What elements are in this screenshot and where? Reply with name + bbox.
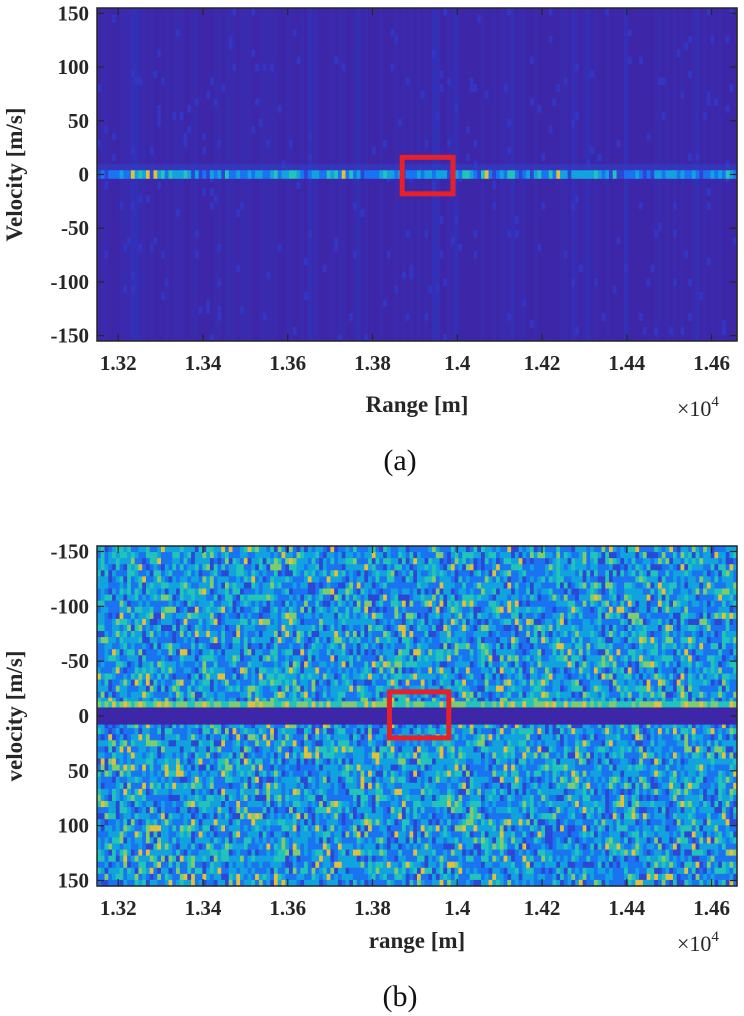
x-tick-label: 1.46 bbox=[693, 896, 730, 920]
y-tick-label: -100 bbox=[51, 594, 90, 618]
x-tick-label: 1.34 bbox=[185, 896, 222, 920]
y-tick-label: -50 bbox=[61, 649, 89, 673]
panel-caption: (b) bbox=[383, 980, 418, 1013]
x-axis-label: range [m] bbox=[369, 928, 465, 953]
y-tick-label: 0 bbox=[79, 704, 90, 728]
y-axis-label: Velocity [m/s] bbox=[2, 108, 27, 242]
x-tick-label: 1.38 bbox=[354, 896, 391, 920]
x-axis-label: Range [m] bbox=[366, 392, 469, 417]
x-tick-label: 1.46 bbox=[693, 351, 730, 375]
y-tick-label: 100 bbox=[58, 55, 90, 79]
x-tick-label: 1.4 bbox=[444, 351, 471, 375]
y-tick-label: 50 bbox=[68, 109, 89, 133]
y-tick-label: 150 bbox=[58, 1, 90, 25]
x-tick-label: 1.42 bbox=[524, 896, 561, 920]
y-axis-label: velocity [m/s] bbox=[2, 651, 27, 782]
panel-a: 1.32 1.34 1.36 1.38 1.4 1.42 1.44 1.46 150 100 50 0… bbox=[2, 1, 738, 477]
y-tick-label: 100 bbox=[58, 814, 90, 838]
panel-caption: (a) bbox=[383, 444, 416, 477]
y-tick-label: -50 bbox=[61, 216, 89, 240]
target-highlight-box bbox=[386, 689, 452, 741]
x-tick-label: 1.34 bbox=[185, 351, 222, 375]
x-tick-label: 1.36 bbox=[269, 351, 306, 375]
y-tick-label: 0 bbox=[79, 163, 90, 187]
y-tick-label: -150 bbox=[51, 539, 90, 563]
x-tick-label: 1.44 bbox=[608, 896, 645, 920]
x-tick-label: 1.4 bbox=[444, 896, 471, 920]
y-tick-label: -100 bbox=[51, 270, 90, 294]
zero-velocity-band bbox=[97, 701, 738, 725]
x-tick-label: 1.36 bbox=[269, 896, 306, 920]
y-tick-label: -150 bbox=[51, 324, 90, 348]
y-tick-label: 50 bbox=[68, 759, 89, 783]
x-tick-label: 1.42 bbox=[524, 351, 561, 375]
x-exponent-label: ×104 bbox=[677, 929, 719, 956]
zero-velocity-band bbox=[97, 164, 738, 179]
x-tick-label: 1.32 bbox=[100, 351, 137, 375]
x-tick-label: 1.32 bbox=[100, 896, 137, 920]
panel-b: 1.32 1.34 1.36 1.38 1.4 1.42 1.44 1.46 -150 -100 -… bbox=[2, 539, 738, 1013]
y-tick-label: 150 bbox=[58, 869, 90, 893]
x-tick-label: 1.38 bbox=[354, 351, 391, 375]
x-tick-label: 1.44 bbox=[608, 351, 645, 375]
target-highlight-box bbox=[399, 154, 456, 197]
x-exponent-label: ×104 bbox=[677, 394, 719, 421]
